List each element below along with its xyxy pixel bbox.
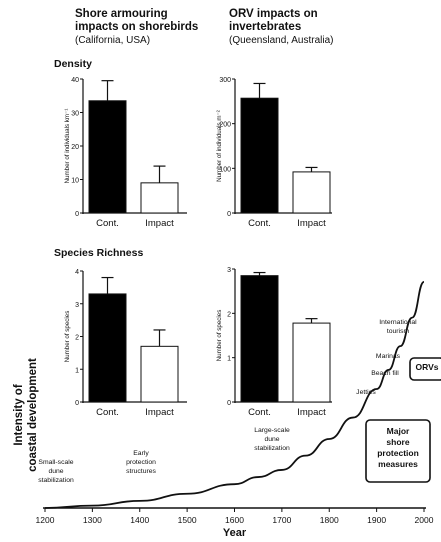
annotation-text: stabilization <box>38 477 74 484</box>
shorebird-richness-chart: 0 1 2 3 4 Number of species Cont. Impact <box>64 269 187 418</box>
annotation: Large-scale dune stabilization <box>254 427 290 452</box>
y-tick-label: 300 <box>219 77 231 84</box>
shorebird-density-chart: 0 10 20 30 40 Number of individuals km⁻¹ Cont.… <box>64 77 187 229</box>
y-tick-label: 3 <box>227 267 231 274</box>
x-axis-label: Year <box>223 527 247 539</box>
bar-cont <box>240 275 279 403</box>
y-tick-label: 30 <box>71 111 79 118</box>
bar-cont <box>88 293 127 403</box>
bar-impact <box>292 322 331 403</box>
y-tick-label: 100 <box>219 166 231 173</box>
annotation-text: Jetties <box>356 389 376 396</box>
category-label: Cont. <box>248 218 271 229</box>
y-axis-label: Number of species <box>64 311 71 363</box>
annotation: Jetties <box>356 389 376 396</box>
y-tick-label: 200 <box>219 122 231 129</box>
x-tick-label: 1200 <box>36 515 55 525</box>
right-title-line-2: invertebrates <box>229 21 301 33</box>
category-label: Cont. <box>96 407 119 418</box>
annotation-box <box>365 419 431 483</box>
bar-cont <box>240 97 279 214</box>
y-tick-label: 3 <box>75 302 79 309</box>
y-axis-label: Number of species <box>216 310 223 362</box>
bar-impact <box>292 171 331 214</box>
category-label: Impact <box>145 218 174 229</box>
category-label: Impact <box>145 407 174 418</box>
y-tick-label: 2 <box>75 335 79 342</box>
right-subtitle: (Queensland, Australia) <box>229 35 334 46</box>
annotation-text: ORVs <box>416 362 439 372</box>
x-tick-label: 1500 <box>178 515 197 525</box>
annotation-text: stabilization <box>254 445 290 452</box>
left-subtitle: (California, USA) <box>75 35 150 46</box>
right-title-line-1: ORV impacts on <box>229 8 318 20</box>
coastal-development-chart: 1200 1300 1400 1500 1600 1700 1800 1900 2000Year… <box>13 281 441 539</box>
category-label: Cont. <box>248 407 271 418</box>
annotation: Early protection structures <box>126 450 156 475</box>
annotation-text: Early <box>133 450 149 457</box>
annotation: International tourism <box>379 319 417 335</box>
invertebrate-richness-chart: 0 1 2 3 Number of species Cont. Impact <box>216 267 332 418</box>
annotation-text: shore <box>386 437 409 447</box>
annotation-text: measures <box>378 459 418 469</box>
annotation-text: protection <box>377 448 419 458</box>
annotation: Beach fill <box>371 370 399 377</box>
x-tick-label: 2000 <box>415 515 434 525</box>
annotation-text: structures <box>126 468 156 475</box>
category-label: Impact <box>297 407 326 418</box>
annotation-text: protection <box>126 459 156 466</box>
y-tick-label: 40 <box>71 77 79 84</box>
x-tick-label: 1300 <box>83 515 102 525</box>
x-tick-label: 1700 <box>272 515 291 525</box>
y-tick-label: 0 <box>75 211 79 218</box>
bar-impact <box>140 345 179 403</box>
y-tick-label: 0 <box>227 211 231 218</box>
left-title-line-1: Shore armouring <box>75 8 168 20</box>
density-heading: Density <box>54 58 92 70</box>
y-tick-label: 20 <box>71 144 79 151</box>
bar-impact <box>140 182 179 214</box>
y-tick-label: 1 <box>75 367 79 374</box>
y-tick-label: 0 <box>227 400 231 407</box>
annotation: Marinas <box>376 353 401 360</box>
y-tick-label: 0 <box>75 400 79 407</box>
bar-cont <box>88 100 127 214</box>
annotation-text: Marinas <box>376 353 401 360</box>
annotation-text: Beach fill <box>371 370 399 377</box>
invertebrate-density-chart: 0 100 200 300 Number of individuals m⁻² Cont.… <box>216 77 332 229</box>
development-curve <box>44 281 425 509</box>
annotation: Small-scale dune stabilization <box>38 459 74 484</box>
annotation-text: International <box>379 319 417 326</box>
y-tick-label: 4 <box>75 269 79 276</box>
y-tick-label: 2 <box>227 311 231 318</box>
annotation-text: tourism <box>387 328 410 335</box>
x-tick-label: 1600 <box>225 515 244 525</box>
y-tick-label: 1 <box>227 356 231 363</box>
annotation-text: dune <box>264 436 279 443</box>
y-axis-label: Number of individuals m⁻² <box>216 110 223 182</box>
x-tick-label: 1800 <box>320 515 339 525</box>
x-tick-label: 1400 <box>130 515 149 525</box>
x-tick-label: 1900 <box>367 515 386 525</box>
richness-heading: Species Richness <box>54 247 143 259</box>
y-axis-label-line-2: coastal development <box>27 358 39 472</box>
annotation: ORVs <box>409 357 441 381</box>
y-tick-label: 10 <box>71 178 79 185</box>
y-axis-label: Number of individuals km⁻¹ <box>64 109 71 184</box>
category-label: Cont. <box>96 218 119 229</box>
annotation-text: Major <box>387 426 410 436</box>
annotation-text: Large-scale <box>254 427 290 434</box>
annotation-box <box>409 357 441 381</box>
category-label: Impact <box>297 218 326 229</box>
annotation-text: Small-scale <box>38 459 73 466</box>
annotation-text: dune <box>48 468 63 475</box>
left-title-line-2: impacts on shorebirds <box>75 21 198 33</box>
y-axis-label-line-1: Intensity of <box>13 384 25 446</box>
